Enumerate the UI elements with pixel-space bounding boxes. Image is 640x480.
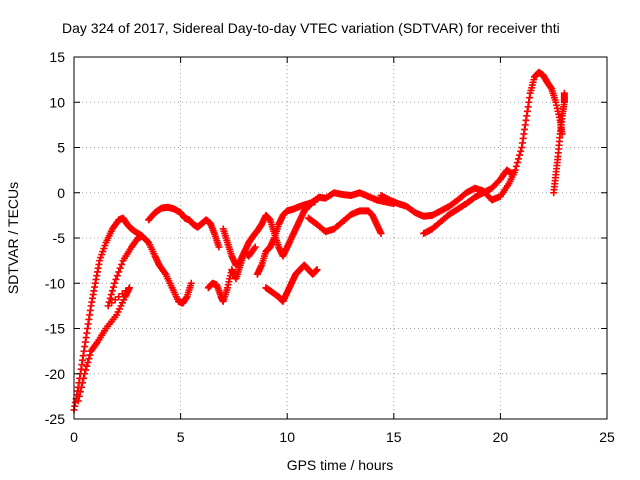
- x-tick-label: 15: [386, 429, 402, 445]
- y-tick-label: 0: [57, 185, 65, 201]
- data-point: [86, 351, 94, 359]
- data-point: [313, 266, 321, 274]
- data-point: [107, 291, 115, 299]
- data-point: [516, 151, 524, 159]
- data-point: [511, 166, 519, 174]
- y-tick-label: -5: [53, 230, 66, 246]
- data-point: [105, 298, 113, 306]
- data-series: [70, 68, 568, 414]
- y-tick-label: -10: [45, 275, 65, 291]
- y-tick-label: 15: [49, 49, 65, 65]
- series-arc-9: [420, 166, 517, 237]
- data-point: [81, 370, 89, 378]
- data-point: [112, 275, 120, 283]
- chart-title: Day 324 of 2017, Sidereal Day-to-day VTE…: [62, 20, 560, 36]
- axis-ticks: 0 5 10 15 20 25 -25 -20 -15 -10 -5 0 5 10 15: [45, 49, 615, 445]
- data-point: [215, 243, 223, 251]
- series-arc-3: [145, 203, 223, 251]
- data-point: [83, 362, 91, 370]
- data-point: [77, 383, 85, 391]
- data-point: [138, 232, 146, 240]
- data-point: [116, 264, 124, 272]
- data-point: [92, 340, 100, 348]
- data-point: [104, 302, 112, 310]
- data-point: [108, 287, 116, 295]
- data-point: [80, 374, 88, 382]
- data-point: [75, 392, 83, 400]
- x-tick-label: 25: [599, 429, 615, 445]
- data-point: [84, 358, 92, 366]
- y-tick-label: -25: [45, 411, 65, 427]
- x-tick-label: 10: [279, 429, 295, 445]
- data-point: [85, 355, 93, 363]
- x-tick-label: 20: [493, 429, 509, 445]
- data-point: [79, 379, 87, 387]
- data-point: [251, 243, 259, 251]
- data-point: [106, 294, 114, 302]
- series-arc-11: [550, 89, 568, 197]
- data-point: [161, 269, 169, 277]
- y-tick-label: 5: [57, 140, 65, 156]
- data-point: [125, 284, 133, 292]
- series-arc-10: [262, 261, 321, 305]
- data-point: [512, 162, 520, 170]
- data-point: [111, 279, 119, 287]
- series-arc-2: [74, 232, 146, 405]
- series-arc-7: [305, 207, 385, 237]
- y-tick-label: 10: [49, 94, 65, 110]
- data-point: [311, 198, 319, 206]
- x-axis-label: GPS time / hours: [287, 457, 394, 473]
- data-point: [513, 159, 521, 167]
- data-point: [109, 283, 117, 291]
- data-point: [377, 229, 385, 237]
- data-point: [118, 260, 126, 268]
- data-point: [111, 296, 119, 304]
- data-point: [74, 397, 82, 405]
- x-tick-label: 0: [70, 429, 78, 445]
- data-point: [113, 272, 121, 280]
- series-arc-6: [253, 198, 319, 278]
- data-point: [509, 171, 517, 179]
- data-point: [82, 366, 90, 374]
- data-point: [517, 147, 525, 155]
- data-point: [115, 268, 123, 276]
- y-tick-label: -20: [45, 366, 65, 382]
- data-point: [122, 287, 130, 295]
- data-point: [118, 290, 126, 298]
- data-point: [187, 279, 195, 287]
- grid: [74, 57, 607, 419]
- data-point: [515, 155, 523, 163]
- y-tick-label: -15: [45, 321, 65, 337]
- y-axis-label: SDTVAR / TECUs: [5, 182, 21, 294]
- x-tick-label: 5: [177, 429, 185, 445]
- data-point: [250, 245, 258, 253]
- data-point: [115, 293, 123, 301]
- data-point: [560, 89, 568, 97]
- data-point: [76, 388, 84, 396]
